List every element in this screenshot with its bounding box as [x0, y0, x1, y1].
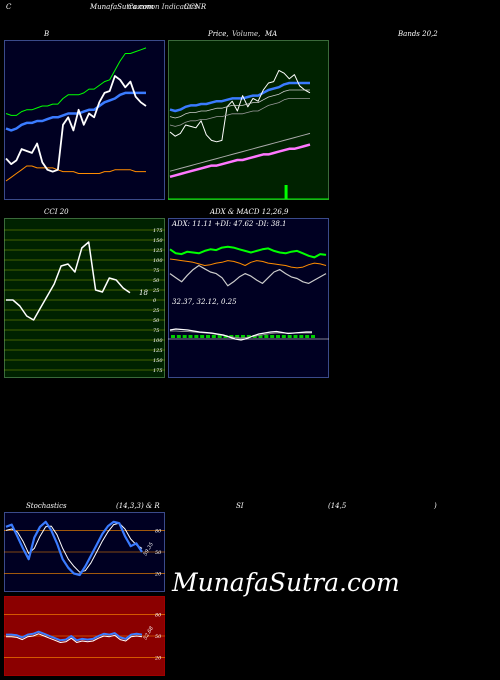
macd-line — [169, 328, 312, 341]
rsi-params: (14,5 — [328, 502, 347, 510]
bollinger-bg — [4, 40, 165, 200]
adx-minus-di-line — [169, 258, 327, 269]
bands-label: Bands 20,2 — [398, 30, 438, 38]
stoch-tick-label: 20 — [154, 572, 162, 578]
cci-tick-label: 0 — [153, 298, 157, 304]
ma-long-line — [169, 143, 311, 179]
macd-histogram-bar — [287, 335, 292, 338]
cci-tick-label: 125 — [153, 348, 163, 354]
stoch-fast-line — [5, 520, 143, 577]
stoch-tick-label: 50 — [155, 550, 162, 556]
cci-panel: 175 150 125 100 75 50 25 0 25 50 75 100 125 150 175 18 — [4, 218, 165, 378]
macd-histogram-bar — [305, 335, 310, 338]
cci-label: CCI 20 — [44, 208, 69, 216]
macd-histogram-bar — [235, 335, 240, 338]
rsi-tick-label: 80 — [155, 612, 162, 618]
cci-tick-label: 150 — [153, 358, 163, 364]
macd-histogram-bar — [311, 335, 315, 338]
rsi-params-close: ) — [434, 502, 437, 510]
cci-tick-label: 75 — [153, 328, 159, 334]
cci-tick-label: 175 — [153, 368, 163, 374]
rsi-label: SI — [236, 502, 244, 510]
rsi-tick-label: 50 — [155, 634, 162, 640]
macd-histogram-bar — [206, 335, 210, 338]
macd-histogram-bar — [182, 335, 187, 338]
price-panel — [168, 40, 329, 200]
macd-histogram-bar — [211, 335, 216, 338]
bollinger-upper-band — [5, 47, 147, 116]
macd-histogram-bar — [246, 335, 251, 338]
bollinger-middle-band — [5, 91, 146, 132]
macd-histogram-bar — [276, 335, 280, 338]
bollinger-panel — [4, 40, 165, 200]
macd-histogram-bar — [200, 335, 205, 338]
stochastics-label: Stochastics — [26, 502, 67, 510]
adx-values: ADX: 11.11 +DI: 47.62 -DI: 38.1 — [172, 220, 287, 228]
stochastics-params: (14,3,3) & R — [116, 502, 160, 510]
macd-histogram-bar — [299, 335, 304, 338]
rsi-smooth-line — [6, 633, 143, 643]
macd-histogram-bar — [223, 335, 228, 338]
macd-histogram-bar — [264, 335, 269, 338]
cci-tick-label: 50 — [153, 318, 160, 324]
rsi-tick-label: 20 — [154, 656, 162, 662]
stoch-tick-label: 80 — [155, 528, 162, 534]
ma-slow-line — [169, 98, 310, 127]
macd-histogram-bar — [217, 335, 222, 338]
macd-histogram-bar — [241, 335, 245, 338]
adx-plus-di-line — [169, 245, 327, 259]
watermark: MunafaSutra.com — [172, 568, 400, 597]
cci-tick-label: 75 — [153, 268, 159, 274]
cci-tick-label: 175 — [153, 228, 163, 234]
price-label: Price, — [208, 30, 229, 38]
macd-values: 32.37, 32.12, 0.25 — [172, 298, 237, 306]
header-title: MunafaSutra.com — [90, 3, 154, 11]
header-left: C — [6, 3, 12, 11]
macd-histogram-bar — [176, 335, 181, 338]
price-bg — [168, 40, 329, 200]
macd-histogram-bar — [258, 335, 263, 338]
cci-bg — [4, 218, 165, 378]
header-symbol: CCNR — [184, 3, 207, 11]
bollinger-price-line — [5, 75, 147, 173]
adx-bg — [168, 218, 329, 378]
cci-tick-label: 150 — [153, 238, 163, 244]
adx-macd-label: ADX & MACD 12,26,9 — [210, 208, 289, 216]
adx-line — [169, 264, 327, 287]
ma-short-line — [169, 81, 310, 113]
macd-histogram-bar — [293, 335, 298, 338]
cci-line — [6, 241, 131, 321]
cci-last-value: 18 — [139, 289, 148, 297]
volume-label: Volume, — [232, 30, 261, 38]
bollinger-label: B — [44, 30, 50, 38]
macd-histogram-bar — [194, 335, 199, 338]
cci-tick-label: 100 — [153, 338, 163, 344]
cci-tick-label: 100 — [153, 258, 163, 264]
adx-macd-panel — [168, 218, 329, 378]
ma-mid-line — [169, 89, 310, 119]
cci-tick-label: 125 — [153, 248, 163, 254]
cci-tick-label: 25 — [152, 308, 159, 314]
volume-bar — [284, 185, 288, 199]
cci-tick-label: 25 — [152, 288, 159, 294]
price-line — [169, 69, 311, 143]
header-overlay: Common Indicators — [128, 3, 198, 11]
macd-histogram-bar — [270, 335, 275, 338]
rsi-line — [6, 630, 143, 642]
macd-histogram-bar — [188, 335, 193, 338]
cci-tick-label: 50 — [153, 278, 160, 284]
macd-histogram-bar — [171, 335, 175, 338]
ma-200-line — [169, 132, 311, 172]
bollinger-lower-band — [5, 165, 146, 182]
ma-label: MA — [265, 30, 278, 38]
macd-histogram-bar — [281, 335, 286, 338]
